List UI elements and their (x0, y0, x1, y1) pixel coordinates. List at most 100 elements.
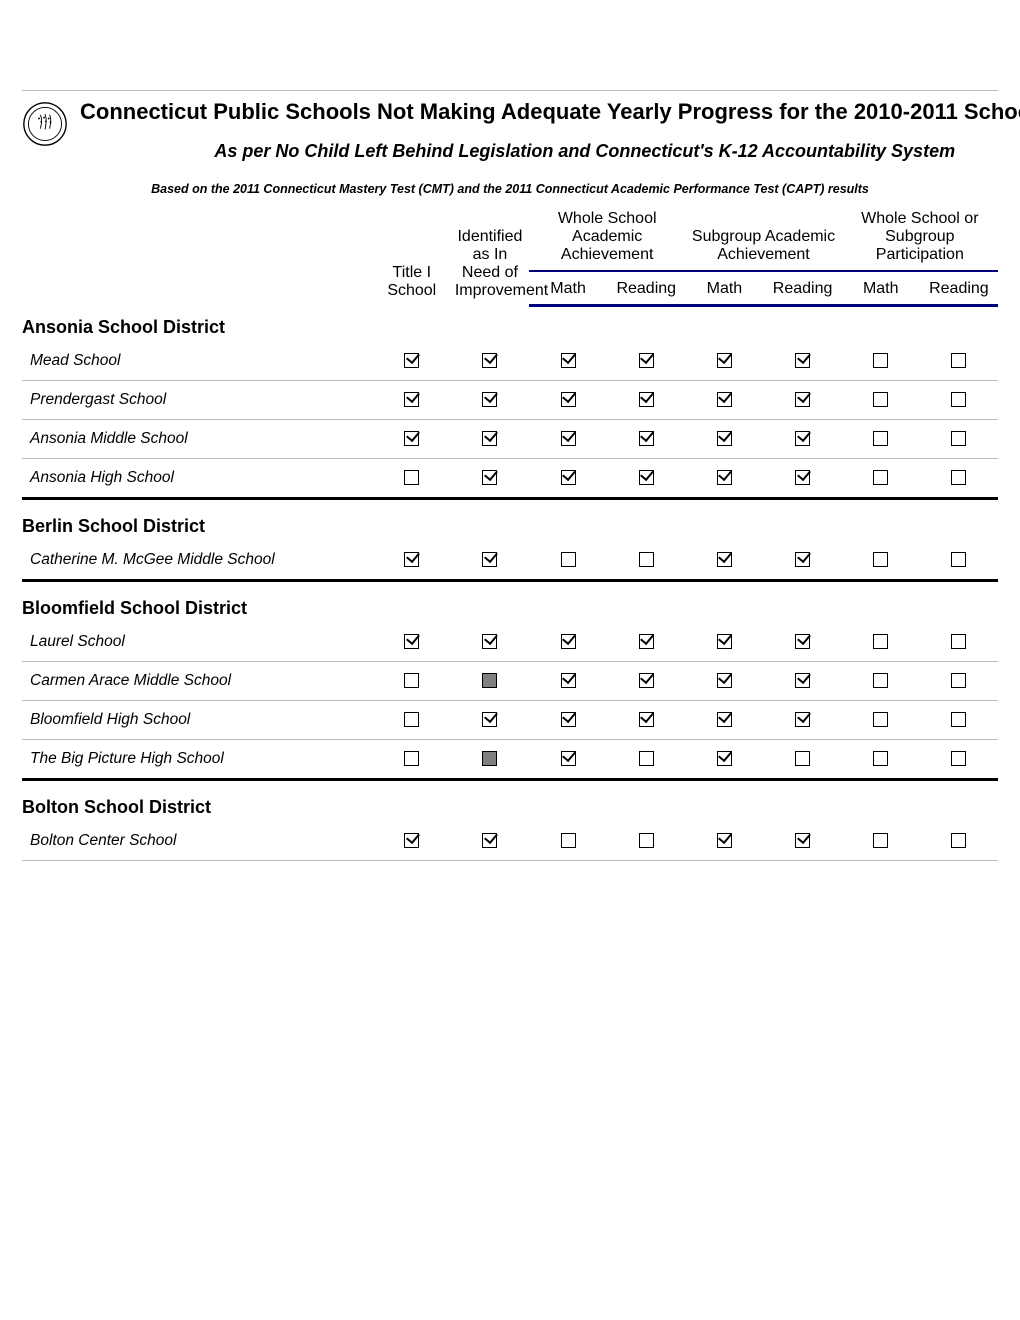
page-subtitle: As per No Child Left Behind Legislation … (80, 141, 1020, 162)
checkbox-cell (373, 420, 451, 459)
checkbox-cell (685, 623, 763, 662)
table-row: Bolton Center School (22, 822, 998, 861)
checkbox-cell (529, 623, 607, 662)
school-name: Mead School (22, 342, 373, 381)
checkbox-icon (482, 552, 497, 567)
checkbox-cell (842, 459, 920, 499)
checkbox-cell (451, 623, 529, 662)
checkbox-icon (482, 431, 497, 446)
checkbox-cell (842, 541, 920, 581)
checkbox-cell (685, 541, 763, 581)
checkbox-cell (529, 822, 607, 861)
checkbox-cell (373, 541, 451, 581)
top-rule (22, 90, 998, 91)
col-title-i: Title I School (373, 208, 451, 306)
school-name: Bloomfield High School (22, 701, 373, 740)
checkbox-cell (763, 662, 841, 701)
checkbox-cell (763, 459, 841, 499)
checkbox-icon (795, 751, 810, 766)
checkbox-icon (717, 673, 732, 688)
checkbox-icon (639, 552, 654, 567)
checkbox-cell (373, 342, 451, 381)
checkbox-icon (482, 392, 497, 407)
checkbox-cell (842, 701, 920, 740)
school-name: Catherine M. McGee Middle School (22, 541, 373, 581)
checkbox-cell (920, 541, 998, 581)
checkbox-icon (561, 431, 576, 446)
checkbox-icon (717, 712, 732, 727)
checkbox-icon (482, 673, 497, 688)
checkbox-cell (451, 342, 529, 381)
checkbox-icon (639, 751, 654, 766)
checkbox-icon (873, 712, 888, 727)
checkbox-cell (451, 381, 529, 420)
checkbox-icon (639, 353, 654, 368)
checkbox-cell (763, 623, 841, 662)
checkbox-cell (842, 381, 920, 420)
checkbox-cell (451, 701, 529, 740)
checkbox-cell (529, 459, 607, 499)
checkbox-cell (920, 740, 998, 780)
checkbox-cell (373, 662, 451, 701)
checkbox-cell (607, 381, 685, 420)
table-row: Ansonia High School (22, 459, 998, 499)
checkbox-icon (951, 673, 966, 688)
checkbox-cell (685, 420, 763, 459)
school-name: The Big Picture High School (22, 740, 373, 780)
checkbox-cell (451, 459, 529, 499)
checkbox-icon (795, 431, 810, 446)
table-row: Prendergast School (22, 381, 998, 420)
checkbox-icon (873, 673, 888, 688)
checkbox-cell (920, 662, 998, 701)
checkbox-icon (795, 833, 810, 848)
checkbox-icon (561, 833, 576, 848)
checkbox-cell (842, 822, 920, 861)
checkbox-icon (795, 712, 810, 727)
col-sg-reading: Reading (763, 278, 841, 306)
checkbox-cell (685, 701, 763, 740)
checkbox-icon (561, 751, 576, 766)
checkbox-icon (873, 353, 888, 368)
checkbox-cell (685, 740, 763, 780)
header: Connecticut Public Schools Not Making Ad… (22, 97, 998, 162)
table-row: Catherine M. McGee Middle School (22, 541, 998, 581)
checkbox-icon (873, 431, 888, 446)
checkbox-cell (920, 420, 998, 459)
checkbox-icon (639, 712, 654, 727)
checkbox-icon (561, 673, 576, 688)
checkbox-icon (561, 552, 576, 567)
checkbox-icon (404, 833, 419, 848)
checkbox-cell (607, 541, 685, 581)
school-name: Prendergast School (22, 381, 373, 420)
table-row: The Big Picture High School (22, 740, 998, 780)
checkbox-cell (529, 541, 607, 581)
checkbox-cell (373, 623, 451, 662)
checkbox-icon (482, 712, 497, 727)
col-subgroup: Subgroup Academic Achievement (685, 208, 841, 271)
checkbox-icon (873, 392, 888, 407)
checkbox-icon (873, 833, 888, 848)
col-identified: Identified as In Need of Improvement (451, 208, 529, 306)
col-whole-school: Whole School Academic Achievement (529, 208, 685, 271)
checkbox-cell (685, 459, 763, 499)
checkbox-cell (763, 541, 841, 581)
checkbox-icon (795, 673, 810, 688)
checkbox-icon (717, 353, 732, 368)
checkbox-icon (873, 634, 888, 649)
checkbox-icon (404, 392, 419, 407)
district-name: Bloomfield School District (22, 581, 998, 624)
checkbox-icon (639, 634, 654, 649)
checkbox-cell (920, 342, 998, 381)
checkbox-cell (842, 420, 920, 459)
checkbox-icon (951, 431, 966, 446)
checkbox-cell (763, 740, 841, 780)
district-name: Ansonia School District (22, 306, 998, 343)
checkbox-icon (795, 353, 810, 368)
checkbox-icon (639, 470, 654, 485)
checkbox-cell (607, 459, 685, 499)
col-pt-math: Math (842, 278, 920, 306)
checkbox-icon (873, 470, 888, 485)
checkbox-cell (842, 662, 920, 701)
checkbox-icon (561, 634, 576, 649)
checkbox-cell (451, 662, 529, 701)
